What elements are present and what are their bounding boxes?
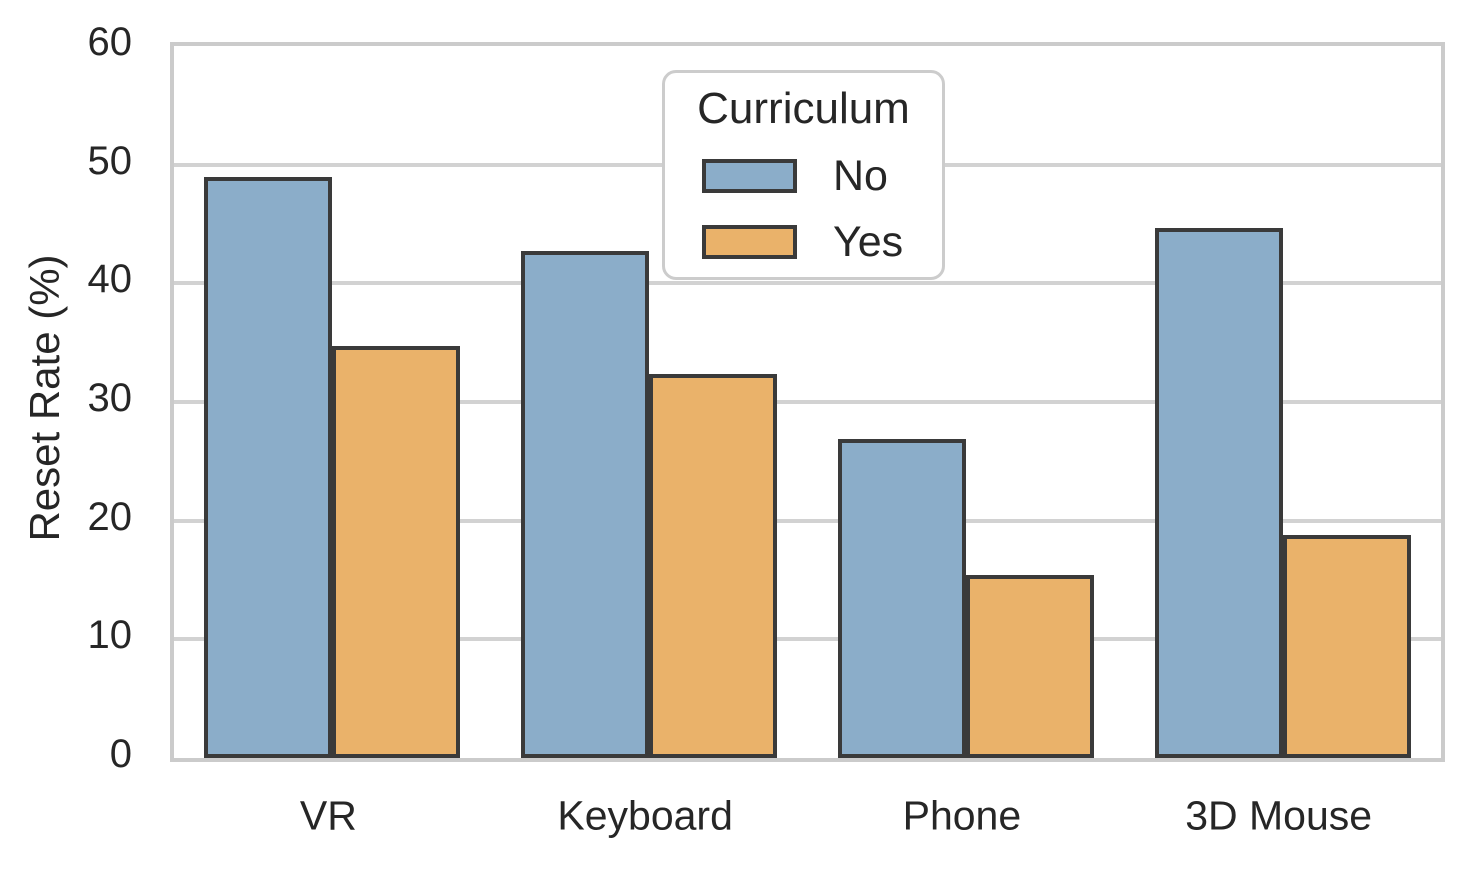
y-tick-label-20: 20	[87, 494, 133, 539]
bar-phone-yes	[965, 575, 1094, 758]
legend-swatch-yes	[702, 225, 797, 259]
legend: Curriculum No Yes	[662, 70, 945, 280]
y-tick-label-0: 0	[109, 732, 132, 776]
gridline-40	[174, 281, 1441, 286]
legend-title: Curriculum	[697, 84, 910, 133]
x-tick-label-keyboard: Keyboard	[557, 792, 733, 839]
legend-swatch-no	[702, 159, 797, 193]
y-tick-label-40: 40	[87, 257, 133, 302]
x-tick-label-phone: Phone	[902, 792, 1022, 839]
gridline-10	[174, 637, 1441, 642]
bar-keyboard-yes	[649, 374, 778, 758]
gridline-30	[174, 400, 1441, 404]
x-tick-label-vr: VR	[299, 792, 357, 839]
x-tick-label-3d-mouse: 3D Mouse	[1185, 792, 1373, 839]
y-tick-label-30: 30	[87, 376, 133, 420]
bar-keyboard-no	[521, 251, 650, 758]
y-tick-label-60: 60	[87, 20, 133, 64]
bar-vr-no	[204, 177, 333, 758]
y-tick-label-10: 10	[87, 613, 133, 658]
legend-entry-no: No	[702, 154, 888, 197]
legend-label-yes: Yes	[833, 217, 904, 266]
y-tick-label-50: 50	[87, 138, 133, 183]
bar-phone-no	[837, 439, 966, 758]
legend-entry-yes: Yes	[702, 220, 903, 263]
gridline-20	[174, 518, 1441, 523]
bar-3d-mouse-yes	[1282, 535, 1411, 758]
bar-3d-mouse-no	[1154, 228, 1283, 758]
bar-vr-yes	[332, 346, 461, 758]
legend-label-no: No	[833, 151, 888, 200]
